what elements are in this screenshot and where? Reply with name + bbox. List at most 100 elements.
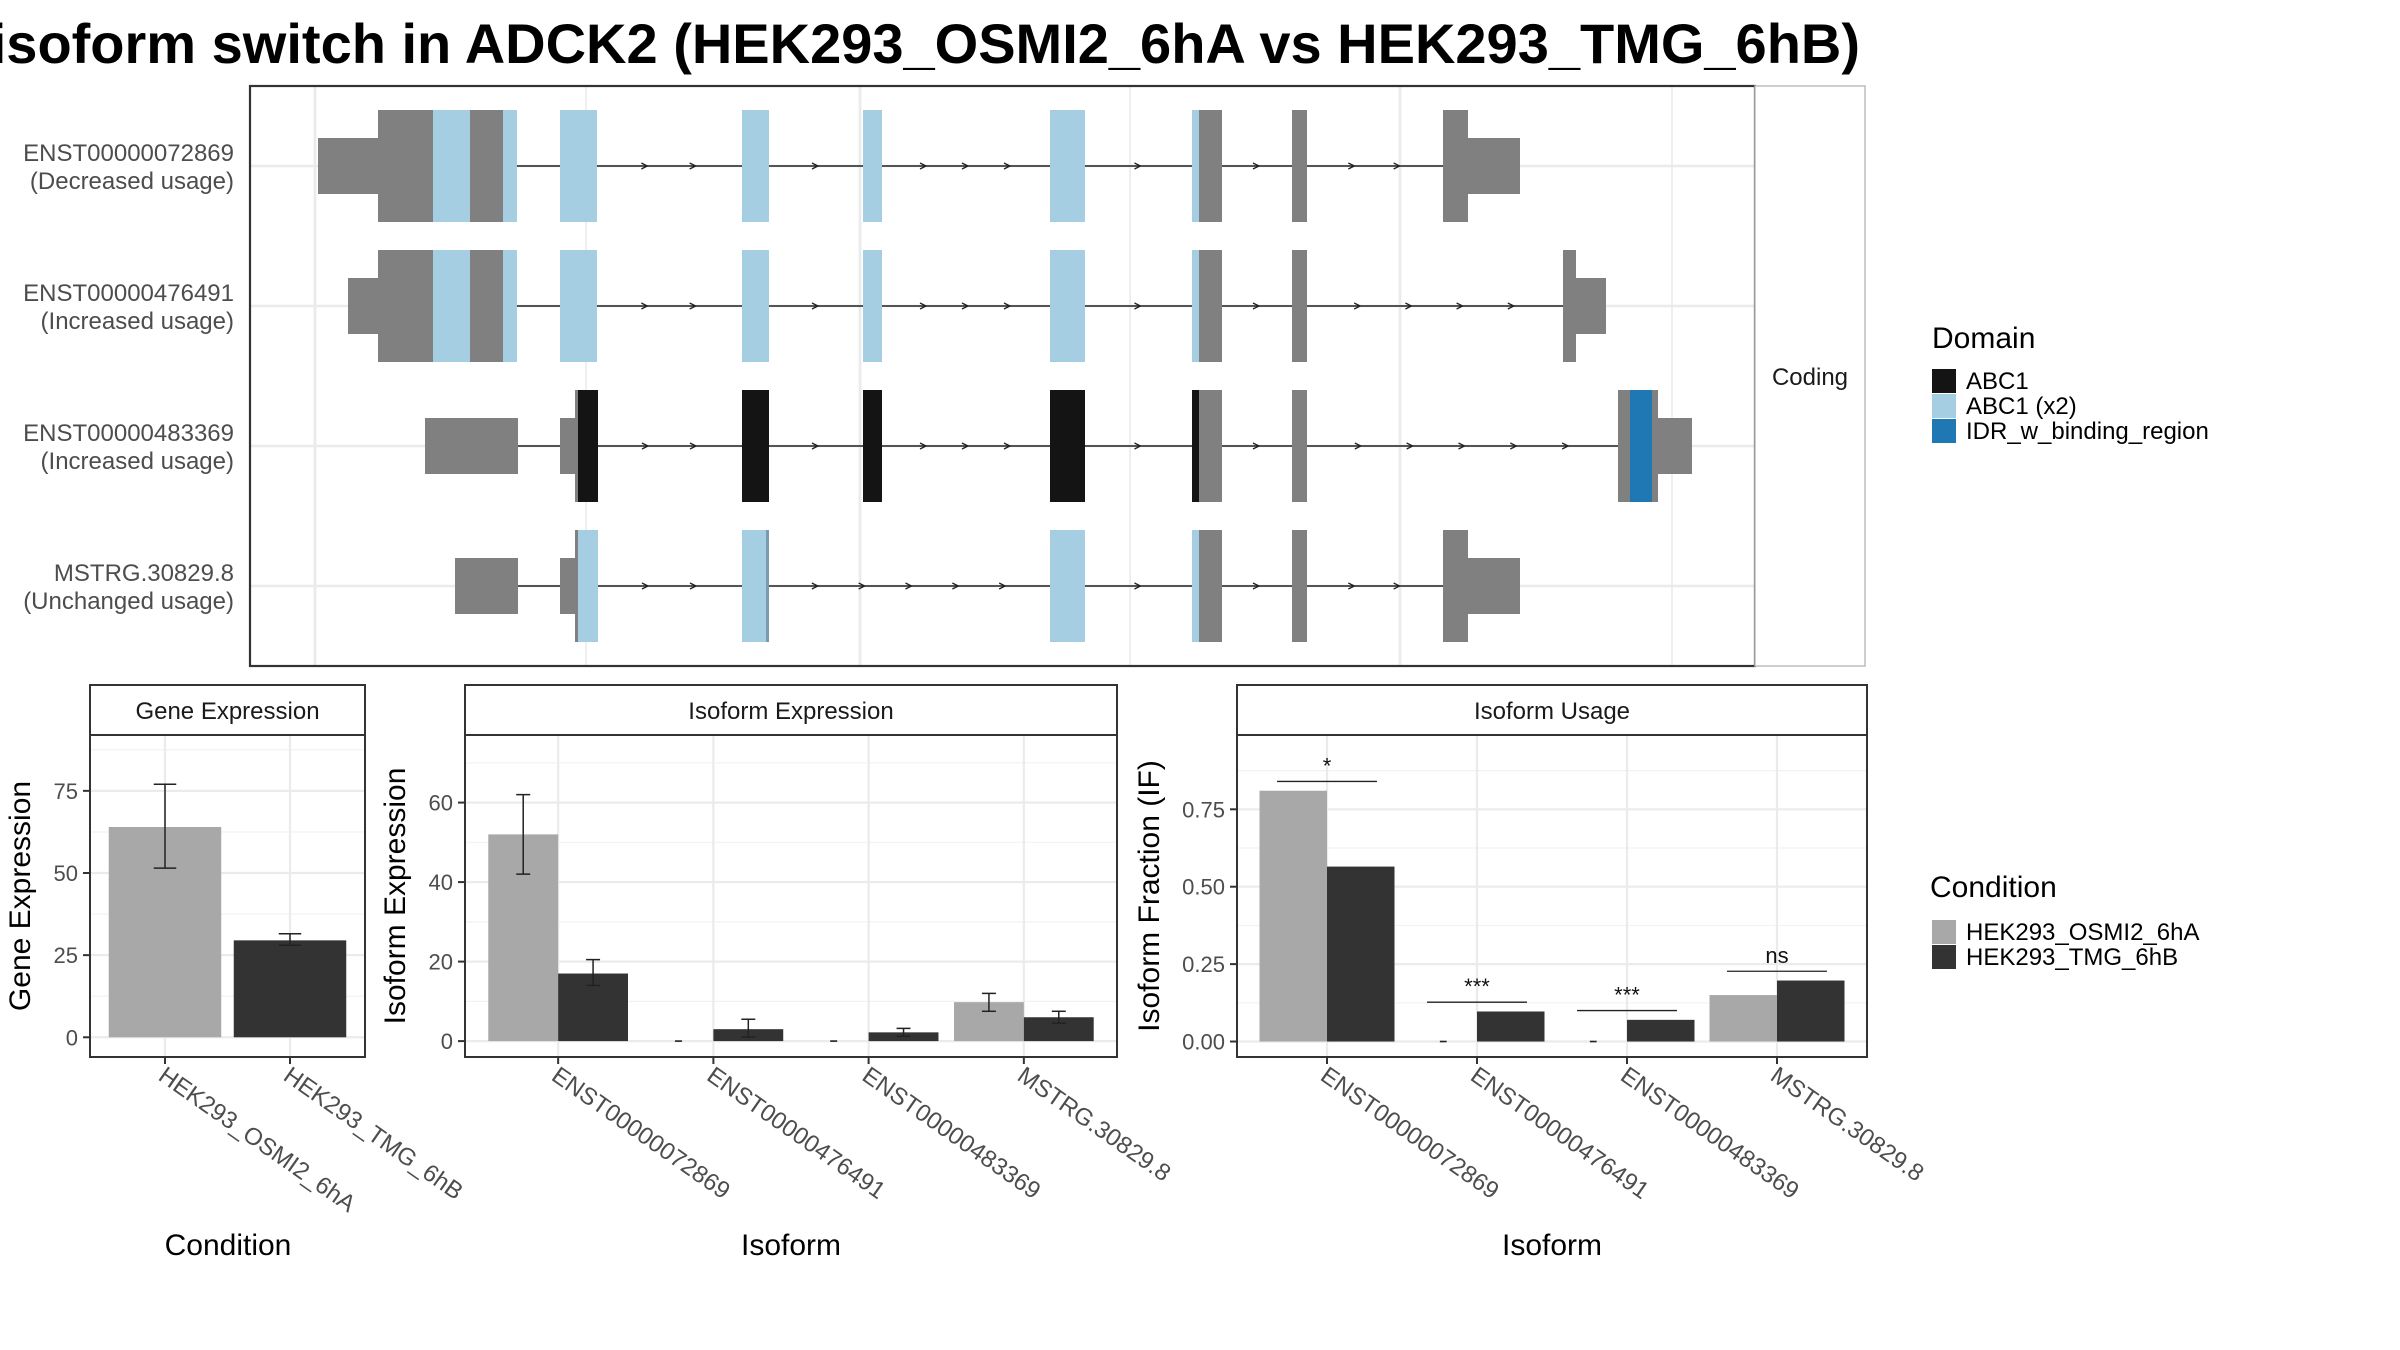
exon-block (1630, 390, 1652, 502)
transcript-label: MSTRG.30829.8 (54, 560, 234, 587)
intron-direction-arrow (1510, 442, 1518, 450)
exon-block (578, 390, 598, 502)
transcript-label: ENST00000072869 (23, 140, 234, 167)
bar (1023, 1017, 1094, 1042)
intron-direction-arrow (811, 302, 820, 310)
x-tick-label: MSTRG.30829.8 (1766, 1062, 1929, 1187)
exon-block (575, 390, 578, 502)
exon-block (742, 530, 766, 642)
exon-block (318, 138, 378, 194)
exon-block (455, 558, 518, 614)
y-tick-label: 60 (429, 791, 453, 816)
intron-direction-arrow (961, 442, 970, 450)
exon-block (1618, 390, 1630, 502)
y-tick-label: 25 (54, 943, 78, 968)
bar (1327, 866, 1395, 1042)
intron-direction-arrow (811, 582, 820, 590)
x-axis-label: Isoform (741, 1229, 841, 1262)
exon-block (1468, 138, 1520, 194)
domain-legend-label: ABC1 (x2) (1966, 393, 2077, 420)
exon-block (348, 278, 378, 334)
intron-direction-arrow (1252, 302, 1261, 310)
exon-block (503, 250, 517, 362)
exon-block (1576, 278, 1606, 334)
bar (1709, 995, 1777, 1042)
exon-block (1199, 530, 1222, 642)
domain-legend-key (1932, 419, 1956, 443)
exon-block (503, 110, 517, 222)
intron-direction-arrow (689, 582, 698, 590)
exon-block (378, 110, 433, 222)
exon-block (766, 530, 769, 642)
exon-block (1050, 250, 1085, 362)
intron-direction-arrow (858, 582, 867, 590)
chart-panel-border (464, 734, 1118, 1058)
intron-direction-arrow (905, 582, 913, 590)
y-tick-label: 0.50 (1182, 875, 1225, 900)
x-axis-label: Isoform (1502, 1229, 1602, 1262)
intron-direction-arrow (1561, 442, 1570, 450)
y-tick-label: 40 (429, 870, 453, 895)
exon-block (560, 558, 575, 614)
y-axis-label: Isoform Fraction (IF) (1133, 760, 1166, 1032)
exon-block (742, 250, 769, 362)
exon-block (863, 390, 882, 502)
exon-block (470, 110, 503, 222)
domain-legend-key (1932, 369, 1956, 393)
coding-facet-label: Coding (1772, 364, 1848, 391)
exon-block (1199, 390, 1222, 502)
exon-block (1050, 390, 1085, 502)
domain-legend-key (1932, 394, 1956, 418)
intron-direction-arrow (1393, 582, 1402, 590)
exon-block (1563, 250, 1576, 362)
intron-direction-arrow (1348, 582, 1356, 590)
intron-direction-arrow (811, 162, 820, 170)
exon-block (560, 110, 597, 222)
figure-title-text: The isoform switch in ADCK2 (HEK293_OSMI… (0, 12, 1860, 75)
exon-block (863, 110, 882, 222)
intron-direction-arrow (1507, 302, 1516, 310)
exon-block (1199, 250, 1222, 362)
bar (1477, 1011, 1545, 1042)
y-tick-label: 0.25 (1182, 952, 1225, 977)
exon-block (1050, 110, 1085, 222)
intron-direction-arrow (998, 582, 1007, 590)
bar (1259, 790, 1327, 1042)
intron-direction-arrow (689, 162, 698, 170)
exon-block (1652, 390, 1658, 502)
domain-legend-label: ABC1 (1966, 368, 2029, 395)
exon-block (742, 110, 769, 222)
exon-block (560, 418, 575, 474)
chart-panel-border (89, 734, 366, 1058)
intron-direction-arrow (1405, 302, 1413, 310)
exon-block (1192, 250, 1199, 362)
significance-label: *** (1464, 974, 1490, 999)
intron-direction-arrow (952, 582, 960, 590)
exon-block (742, 390, 769, 502)
intron-direction-arrow (1252, 162, 1261, 170)
significance-label: * (1323, 753, 1332, 778)
exon-block (1292, 110, 1307, 222)
chart-title: Isoform Usage (1474, 698, 1630, 725)
exon-block (433, 110, 470, 222)
y-tick-label: 0 (441, 1029, 453, 1054)
exon-block (560, 250, 597, 362)
exon-block (575, 530, 578, 642)
intron-direction-arrow (919, 162, 928, 170)
intron-direction-arrow (641, 162, 649, 170)
intron-direction-arrow (1003, 162, 1012, 170)
exon-block (1050, 530, 1085, 642)
exon-block (1192, 110, 1199, 222)
y-tick-label: 20 (429, 950, 453, 975)
exon-block (433, 250, 470, 362)
intron-direction-arrow (1134, 302, 1142, 310)
chart-title: Gene Expression (135, 698, 319, 725)
intron-direction-arrow (1354, 442, 1363, 450)
transcript-usage-label: (Increased usage) (41, 448, 234, 475)
intron-direction-arrow (1134, 442, 1142, 450)
y-tick-label: 0.00 (1182, 1030, 1225, 1055)
y-tick-label: 50 (54, 861, 78, 886)
chart-title-strip (89, 684, 366, 736)
intron-direction-arrow (1456, 302, 1465, 310)
